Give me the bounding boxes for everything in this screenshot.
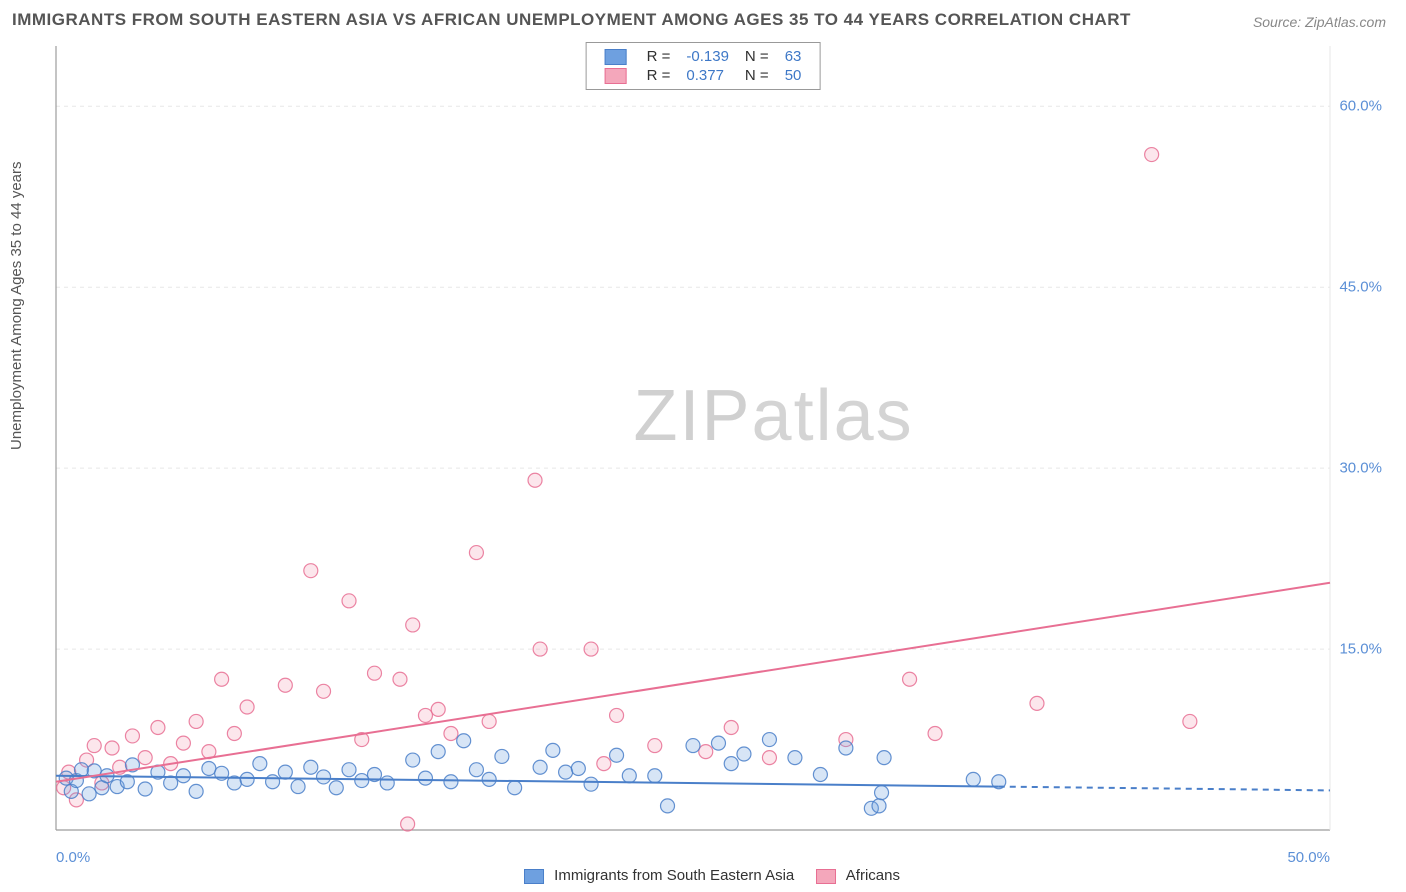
legend-row-blue: R =-0.139 N =63 (597, 47, 810, 66)
legend-label-blue: Immigrants from South Eastern Asia (554, 867, 794, 884)
chart-area: ZIPatlas 15.0%30.0%45.0%60.0% 0.0%50.0% (50, 40, 1390, 840)
y-tick-label: 30.0% (1339, 460, 1382, 477)
n-value-blue: 63 (777, 47, 810, 66)
legend-label-pink: Africans (846, 867, 900, 884)
r-value-pink: 0.377 (678, 66, 737, 85)
series-legend: Immigrants from South Eastern Asia Afric… (506, 867, 900, 884)
source-label: Source: ZipAtlas.com (1253, 14, 1386, 30)
y-axis-label: Unemployment Among Ages 35 to 44 years (8, 161, 25, 450)
legend-swatch-pink (816, 869, 836, 884)
n-value-pink: 50 (777, 66, 810, 85)
correlation-legend: R =-0.139 N =63 R =0.377 N =50 (586, 42, 821, 90)
scatter-plot-svg (50, 40, 1390, 840)
legend-row-pink: R =0.377 N =50 (597, 66, 810, 85)
y-tick-label: 45.0% (1339, 279, 1382, 296)
x-tick-label: 50.0% (1287, 849, 1330, 866)
legend-swatch-blue (524, 869, 544, 884)
swatch-pink (605, 68, 627, 84)
x-tick-label: 0.0% (56, 849, 90, 866)
r-value-blue: -0.139 (678, 47, 737, 66)
y-tick-label: 15.0% (1339, 641, 1382, 658)
swatch-blue (605, 49, 627, 65)
chart-title: IMMIGRANTS FROM SOUTH EASTERN ASIA VS AF… (12, 10, 1131, 30)
y-tick-label: 60.0% (1339, 98, 1382, 115)
